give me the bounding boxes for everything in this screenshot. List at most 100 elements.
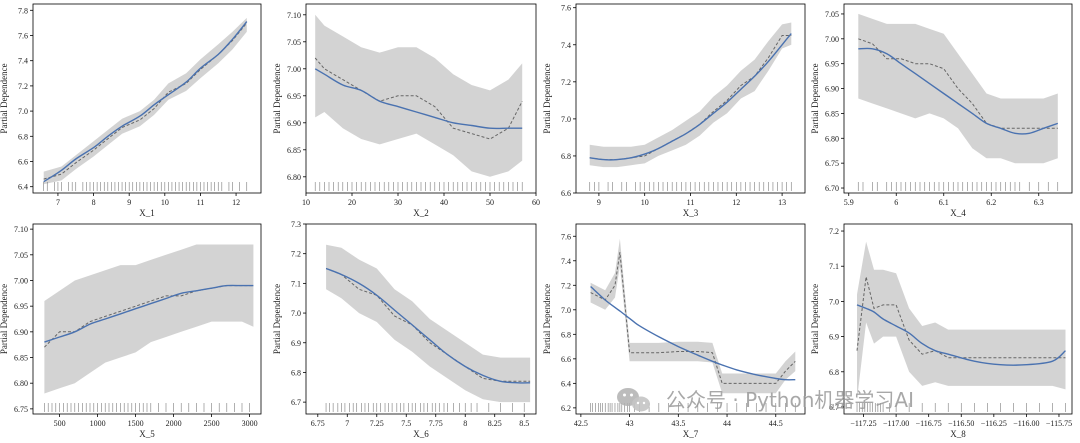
y-tick-label: 7.2 [18,82,28,91]
x-tick-label: −117.00 [883,419,909,428]
x-tick-label: 2500 [204,419,220,428]
y-tick-label: 7.2 [561,78,571,87]
y-tick-label: 7.6 [18,32,28,41]
y-tick-label: 6.80 [14,379,28,388]
smooth-fit-line [44,284,254,343]
y-axis-label: Partial Dependence [272,284,282,354]
smooth-fit-line [858,47,1059,135]
y-tick-label: 7.0 [291,309,301,318]
y-tick-label: 7.8 [18,6,28,15]
chart-panel-3: 9 10 11 12 13 6.6 6.8 7.0 7.2 7.4 7.6 X_3 Partial De… [542,3,806,218]
x-tick-label: 9 [597,198,601,207]
x-axis-label: X_2 [413,208,429,218]
pdp-dashed-line [43,22,248,180]
x-tick-label: 43.5 [671,419,685,428]
x-tick-label: 5.9 [844,198,854,207]
x-tick-label: 11 [197,198,205,207]
y-tick-label: 6.2 [561,404,571,413]
x-tick-label: 10 [641,198,649,207]
watermark: 公众号 · Python机器学习AI [617,388,914,412]
y-tick-label: 6.95 [825,60,839,69]
x-tick-label: 8 [463,419,467,428]
y-tick-label: 7.6 [561,232,571,241]
chart-panel-8: −117.25 −117.00 −116.75 −116.50 −116.25 −116.… [810,223,1073,439]
x-tick-label: 11 [687,198,695,207]
x-tick-label: 8 [92,198,96,207]
y-tick-label: 6.9 [829,333,839,342]
y-axis-label: Partial Dependence [542,284,552,354]
watermark-text: 公众号 · Python机器学习AI [666,388,914,412]
x-tick-label: 1500 [128,419,144,428]
wechat-logo-icon [617,388,650,412]
y-tick-label: 6.4 [18,183,28,192]
y-tick-label: 7.0 [18,107,28,116]
y-tick-label: 6.75 [14,405,28,414]
y-tick-label: 7.00 [14,276,28,285]
confidence-band [326,244,531,403]
x-tick-label: 20 [348,198,356,207]
y-tick-label: 6.8 [561,330,571,339]
y-tick-label: 7.4 [561,41,571,50]
x-tick-label: 6 [894,198,898,207]
panels-layer: 7 8 9 10 11 12 6.4 6.6 6.8 7.0 7.2 7.4 7.6 7.8 X_1 Part… [0,3,1073,439]
y-tick-label: 6.8 [829,368,839,377]
y-tick-label: 6.95 [14,302,28,311]
x-tick-label: 43 [626,419,634,428]
x-axis-label: X_7 [683,429,699,439]
x-tick-label: 8.5 [519,419,529,428]
axes-frame [575,223,806,415]
y-tick-label: 7.1 [291,279,301,288]
smooth-fit-line [314,68,523,130]
x-tick-label: −116.75 [916,419,942,428]
y-tick-label: 7.10 [14,225,28,234]
x-tick-label: 42.5 [574,419,588,428]
smooth-fit-line [325,267,531,384]
y-tick-label: 6.85 [287,146,301,155]
y-tick-label: 7.0 [561,306,571,315]
x-tick-label: −117.25 [850,419,876,428]
y-tick-label: 6.90 [14,328,28,337]
y-axis-label: Partial Dependence [272,63,282,133]
y-tick-label: 7.2 [561,281,571,290]
confidence-band [589,22,792,168]
confidence-band [44,244,254,394]
y-tick-label: 7.1 [829,262,839,271]
y-tick-label: 7.4 [18,57,28,66]
y-tick-label: 6.8 [291,368,301,377]
y-tick-label: 6.8 [18,132,28,141]
y-tick-label: 7.4 [561,257,571,266]
y-tick-label: 6.7 [829,403,839,412]
axes-frame [32,223,262,415]
x-tick-label: 8.25 [488,419,502,428]
x-tick-label: 7 [345,419,349,428]
x-tick-label: −116.50 [948,419,974,428]
x-tick-label: 6.75 [311,419,325,428]
x-axis-label: X_5 [139,429,155,439]
y-axis-label: Partial Dependence [542,63,552,133]
chart-panel-5: 500 1000 1500 2000 2500 3000 6.75 6.80 6.85 6.90 6… [0,223,262,439]
x-axis-label: X_1 [139,208,155,218]
y-axis-label: Partial Dependence [810,284,820,354]
smooth-fit-line [590,285,796,381]
x-tick-label: 10 [161,198,169,207]
y-tick-label: 6.95 [287,92,301,101]
x-tick-label: 44.5 [769,419,783,428]
y-tick-label: 6.8 [561,152,571,161]
y-tick-label: 7.6 [561,4,571,13]
y-tick-label: 7.2 [291,250,301,259]
y-tick-label: 7.05 [14,251,28,260]
chart-panel-6: 6.75 7 7.25 7.5 7.75 8 8.25 8.5 6.7 6.8 6.9 7.0 7.1 7… [272,220,537,439]
x-axis-label: X_4 [950,208,966,218]
y-tick-label: 6.70 [825,184,839,193]
x-tick-label: 44 [723,419,731,428]
chart-panel-7: 42.5 43 43.5 44 44.5 6.2 6.4 6.6 6.8 7.0 7.2 7.4 7.6… [542,223,806,439]
axes-frame [843,223,1073,415]
y-tick-label: 6.6 [561,355,571,364]
x-tick-label: 7.25 [370,419,384,428]
x-tick-label: 12 [732,198,740,207]
y-tick-label: 6.80 [825,134,839,143]
x-tick-label: 7.75 [429,419,443,428]
x-tick-label: −116.25 [981,419,1007,428]
x-tick-label: 10 [302,198,310,207]
